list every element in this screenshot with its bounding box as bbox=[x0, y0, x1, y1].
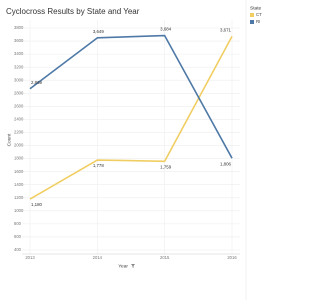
chart: Cyclocross Results by State and Year Cou… bbox=[6, 0, 262, 300]
y-tick-label: 2000 bbox=[14, 143, 24, 148]
y-tick-label: 3400 bbox=[14, 51, 24, 56]
line bbox=[29, 34, 233, 159]
filter-icon[interactable] bbox=[131, 264, 135, 268]
data-label: 2,869 bbox=[31, 80, 43, 85]
y-tick-label: 3200 bbox=[14, 64, 24, 69]
y-tick-label: 1600 bbox=[14, 169, 24, 174]
y-tick-label: 2200 bbox=[14, 130, 24, 135]
data-label: 3,671 bbox=[220, 28, 232, 33]
legend-swatch bbox=[250, 13, 254, 17]
x-tick-label: 2016 bbox=[227, 255, 237, 260]
y-tick-label: 600 bbox=[14, 234, 22, 239]
data-label: 3,684 bbox=[160, 27, 172, 32]
y-tick-label: 2600 bbox=[14, 103, 24, 108]
y-tick-label: 3800 bbox=[14, 25, 24, 30]
y-tick-label: 1000 bbox=[14, 208, 24, 213]
y-tick-label: 1800 bbox=[14, 156, 24, 161]
legend-label: RI bbox=[256, 19, 260, 24]
x-tick-label: 2014 bbox=[93, 255, 103, 260]
legend-swatch bbox=[250, 20, 254, 24]
x-axis-title: Year bbox=[118, 263, 128, 269]
data-label: 1,759 bbox=[160, 164, 172, 169]
legend-label: CT bbox=[256, 12, 262, 17]
line bbox=[29, 36, 233, 200]
y-tick-label: 400 bbox=[14, 247, 22, 252]
data-label: 1,778 bbox=[93, 163, 105, 168]
y-tick-label: 3600 bbox=[14, 38, 24, 43]
y-axis-title: Count bbox=[6, 133, 12, 146]
data-label: 3,649 bbox=[93, 29, 105, 34]
x-tick-label: 2015 bbox=[160, 255, 170, 260]
y-tick-label: 800 bbox=[14, 221, 22, 226]
chart-title: Cyclocross Results by State and Year bbox=[6, 7, 140, 16]
y-tick-label: 1200 bbox=[14, 195, 24, 200]
y-tick-label: 2400 bbox=[14, 117, 24, 122]
data-label: 1,806 bbox=[220, 161, 232, 166]
y-tick-label: 1400 bbox=[14, 182, 24, 187]
x-tick-label: 2013 bbox=[25, 255, 35, 260]
data-label: 1,180 bbox=[31, 202, 43, 207]
legend-title: State bbox=[250, 5, 262, 11]
y-tick-label: 3000 bbox=[14, 77, 24, 82]
y-tick-label: 2800 bbox=[14, 90, 24, 95]
